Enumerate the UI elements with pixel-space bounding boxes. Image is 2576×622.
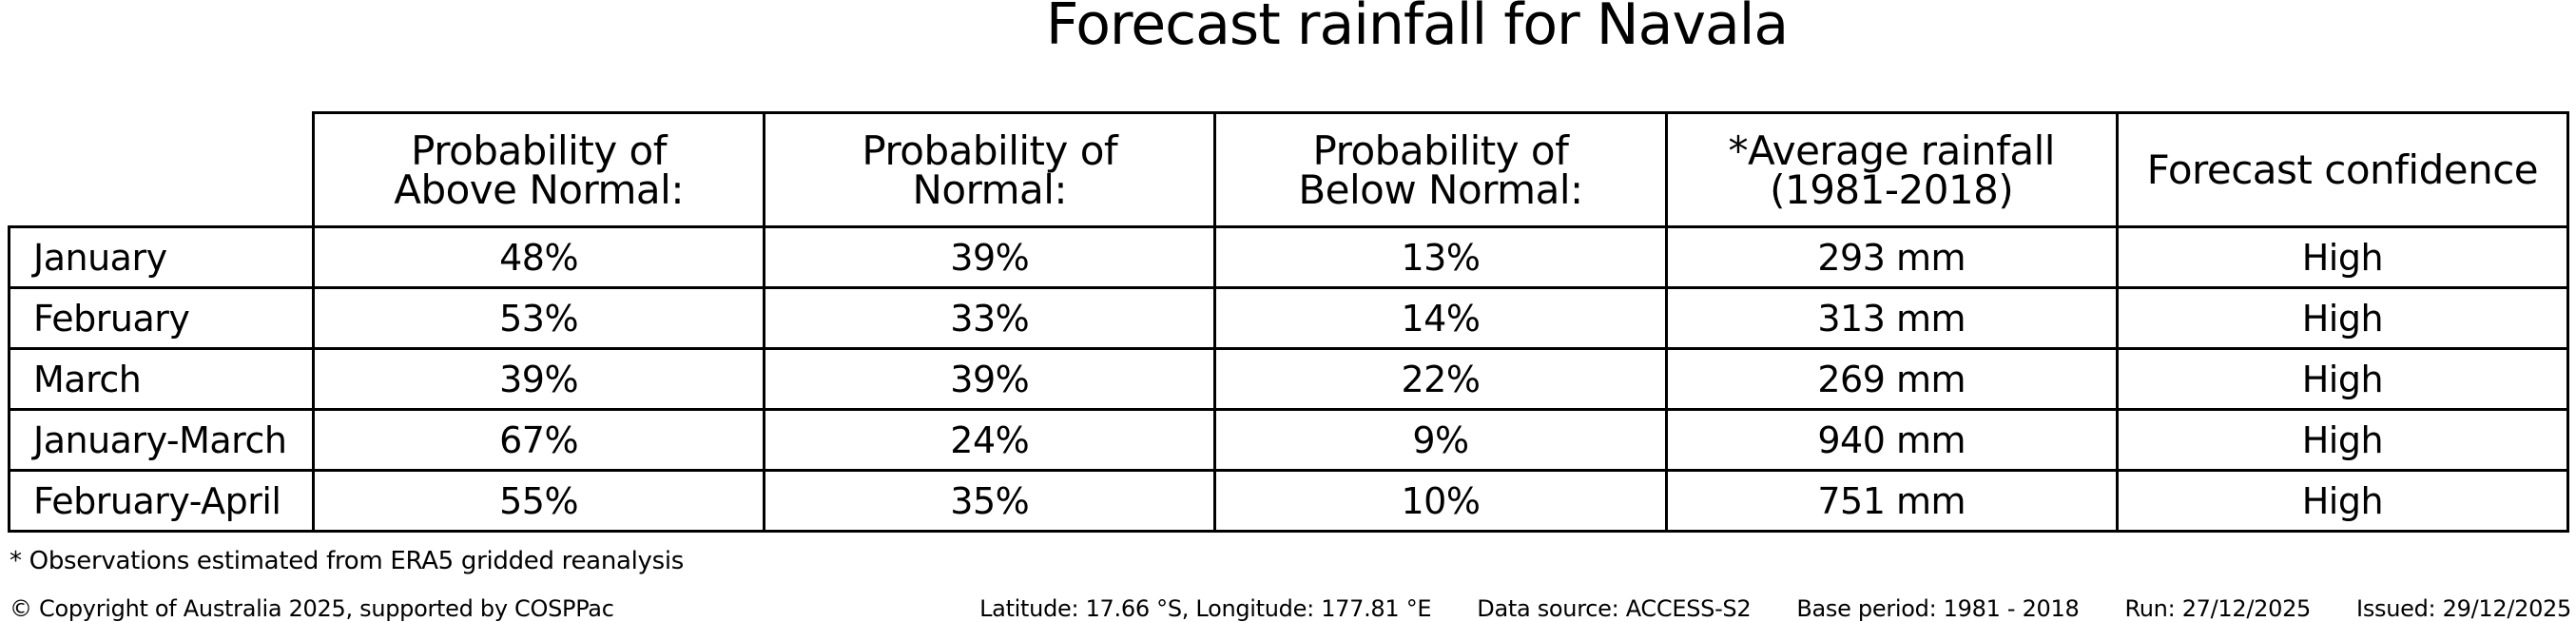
base-period-text: Base period: 1981 - 2018 [1796,595,2080,622]
table-cell: 10% [1216,472,1665,530]
row-label: February-April [10,472,312,530]
run-date-text: Run: 27/12/2025 [2124,595,2312,622]
table-cell: 24% [765,411,1214,469]
row-label: March [10,350,312,408]
table-cell: 9% [1216,411,1665,469]
table-cell: 313 mm [1667,289,2116,347]
data-source-text: Data source: ACCESS-S2 [1477,595,1752,622]
table-cell: 35% [765,472,1214,530]
table-cell: 53% [315,289,764,347]
table-cell: High [2118,350,2566,408]
table-cell: 14% [1216,289,1665,347]
table-cell: High [2118,411,2566,469]
row-label: February [10,289,312,347]
column-header-normal: Probability of Normal: [765,114,1214,225]
observations-footnote: * Observations estimated from ERA5 gridd… [10,547,685,575]
table-cell: 22% [1216,350,1665,408]
table-cell: 55% [315,472,764,530]
table-cell: 940 mm [1667,411,2116,469]
table-cell: 67% [315,411,764,469]
column-header-below-normal: Probability of Below Normal: [1216,114,1665,225]
table-cell: 39% [765,350,1214,408]
table-cell: 13% [1216,228,1665,286]
forecast-table: January 48% 39% 13% 293 mm High February… [8,225,2569,533]
table-header-row: Probability of Above Normal: Probability… [312,111,2569,225]
table-cell: 39% [315,350,764,408]
table-cell: High [2118,228,2566,286]
table-cell: High [2118,472,2566,530]
row-label: January-March [10,411,312,469]
table-cell: 751 mm [1667,472,2116,530]
table-cell: 48% [315,228,764,286]
table-cell: 269 mm [1667,350,2116,408]
row-label: January [10,228,312,286]
table-cell: 39% [765,228,1214,286]
column-header-forecast-confidence: Forecast confidence [2118,114,2566,225]
footer-bar: © Copyright of Australia 2025, supported… [10,595,2571,622]
column-header-average-rainfall: *Average rainfall (1981-2018) [1667,114,2116,225]
table-cell: High [2118,289,2566,347]
copyright-text: © Copyright of Australia 2025, supported… [10,595,614,622]
issued-date-text: Issued: 29/12/2025 [2356,595,2571,622]
table-cell: 293 mm [1667,228,2116,286]
location-text: Latitude: 17.66 °S, Longitude: 177.81 °E [979,595,1432,622]
column-header-above-normal: Probability of Above Normal: [315,114,764,225]
table-cell: 33% [765,289,1214,347]
footer-metadata-group: Latitude: 17.66 °S, Longitude: 177.81 °E… [979,595,2571,622]
page-title: Forecast rainfall for Navala [1045,0,1789,58]
